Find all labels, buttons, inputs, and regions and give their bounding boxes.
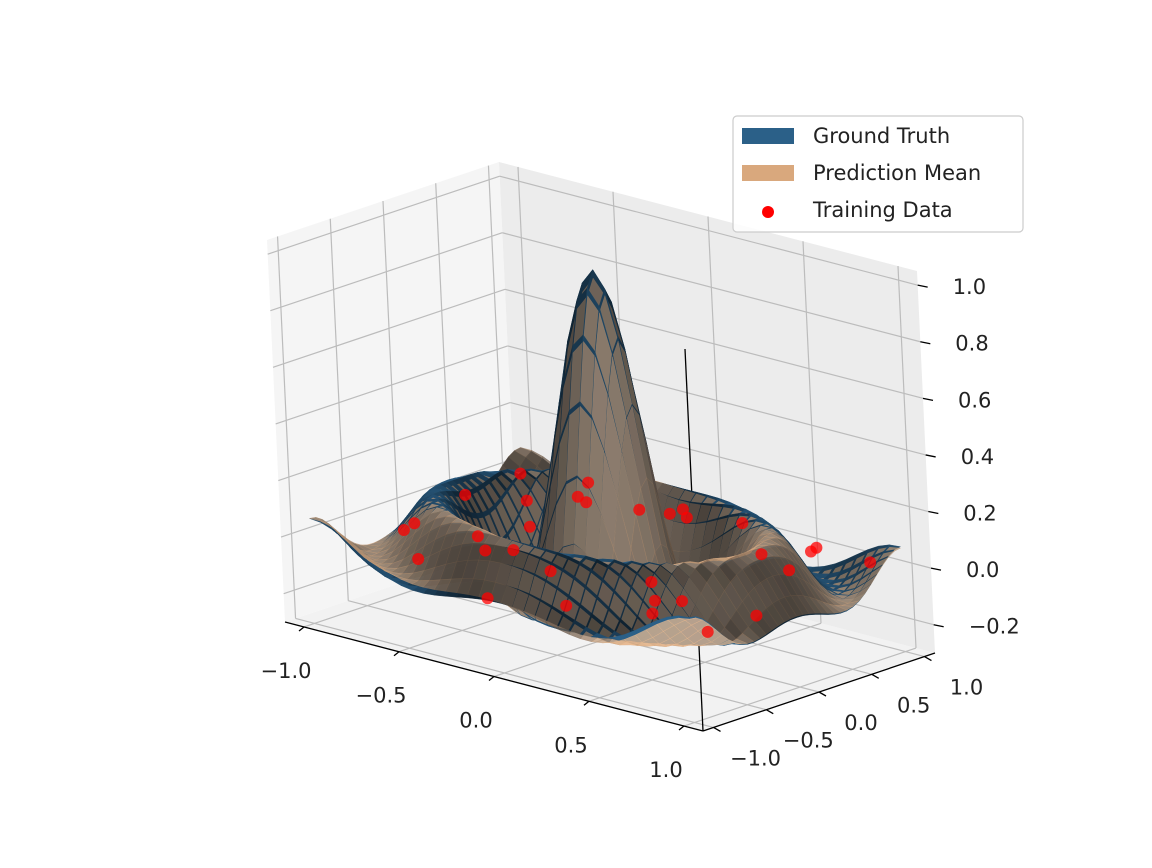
z-tick-mark: [930, 567, 942, 571]
training-data-point: [805, 545, 817, 558]
x-tick-mark: [393, 651, 400, 657]
z-tick-label: 0.6: [958, 388, 991, 412]
training-data-point: [633, 503, 646, 516]
training-data-point: [544, 565, 557, 578]
y-tick-label: 0.5: [897, 693, 930, 717]
x-tick-label: −0.5: [356, 684, 407, 708]
z-tick-label: 1.0: [953, 275, 986, 299]
y-tick-label: 1.0: [950, 676, 983, 700]
x-tick-label: 0.5: [554, 733, 587, 757]
y-tick-label: 0.0: [844, 711, 877, 735]
training-data-point: [755, 548, 768, 561]
prediction-mean-facet: [678, 617, 696, 621]
training-data-point: [646, 607, 659, 620]
training-data-point: [750, 609, 763, 622]
z-tick-mark: [920, 341, 931, 345]
legend-box: [732, 115, 1024, 233]
x-tick-label: 1.0: [649, 758, 682, 782]
y-tick-mark: [713, 726, 721, 733]
training-data-point: [560, 599, 573, 612]
z-tick-label: 0.4: [961, 445, 994, 469]
legend-label: Training Data: [812, 198, 953, 222]
x-tick-mark: [678, 725, 685, 731]
z-tick-mark: [922, 397, 934, 401]
training-data-point: [479, 544, 492, 557]
y-tick-label: −0.5: [783, 729, 834, 753]
training-data-point: [677, 503, 689, 516]
z-tick-label: −0.2: [969, 615, 1020, 639]
y-tick-mark: [871, 673, 880, 679]
z-tick-label: 0.8: [955, 332, 988, 356]
y-tick-mark: [924, 655, 932, 662]
y-floor-gridline: [295, 617, 714, 729]
z-tick-mark: [925, 454, 936, 458]
z-tick-mark: [933, 624, 944, 628]
y-left-gridline: [382, 200, 402, 584]
training-data-point: [864, 556, 877, 569]
training-data-point: [507, 544, 520, 557]
training-data-point: [459, 488, 472, 501]
training-data-point: [514, 467, 527, 480]
training-data-point: [645, 576, 658, 588]
legend-label: Ground Truth: [813, 124, 950, 148]
training-data-point: [412, 553, 425, 565]
x-tick-mark: [488, 675, 495, 682]
z-left-gridline: [270, 232, 503, 312]
y-floor-gridline: [348, 600, 767, 711]
z-tick-mark: [928, 510, 939, 515]
z-left-gridline: [280, 458, 514, 538]
training-data-point: [471, 530, 484, 543]
training-data-point: [736, 517, 749, 530]
x-tick-label: 0.0: [459, 709, 492, 733]
training-data-point: [701, 625, 714, 638]
x-back-gridline: [802, 241, 822, 624]
z-tick-mark: [917, 284, 928, 288]
y-tick-mark: [818, 691, 827, 697]
z-left-gridline: [275, 345, 508, 425]
x-tick-mark: [583, 700, 590, 706]
x-tick-mark: [298, 626, 305, 632]
legend: Ground Truth Prediction Mean Training Data: [732, 115, 1024, 233]
training-data-point: [481, 592, 494, 605]
z-left-gridline: [267, 175, 500, 255]
z-left-gridline: [272, 288, 506, 368]
x-tick-label: −1.0: [261, 659, 312, 683]
legend-marker-1: [742, 165, 794, 181]
training-data-point: [408, 517, 421, 530]
legend-marker-2: [762, 206, 774, 218]
y-tick-mark: [765, 709, 774, 715]
z-back-gridline: [504, 288, 924, 399]
training-points: [397, 467, 877, 638]
training-data-point: [397, 524, 410, 536]
training-data-point: [582, 476, 595, 489]
x-back-gridline: [897, 266, 917, 649]
y-left-gridline: [276, 236, 297, 619]
z-tick-label: 0.0: [966, 558, 999, 582]
training-data-point: [663, 507, 676, 520]
training-data-point: [676, 595, 688, 608]
ground-truth-facet: [678, 615, 696, 619]
training-data-point: [520, 494, 533, 507]
z-left-gridline: [278, 401, 511, 482]
legend-label: Prediction Mean: [813, 161, 981, 185]
training-data-point: [649, 594, 661, 607]
training-data-point: [783, 564, 796, 577]
legend-marker-0: [742, 128, 794, 144]
training-data-point: [523, 520, 536, 533]
training-data-point: [580, 496, 593, 509]
y-tick-label: −1.0: [730, 747, 781, 771]
z-back-gridline: [499, 175, 918, 286]
z-tick-label: 0.2: [963, 502, 996, 526]
tick-labels: −1.0−0.50.00.51.0 −1.0−0.50.00.51.0−0.20.…: [261, 275, 1020, 782]
z-back-gridline: [502, 232, 921, 343]
